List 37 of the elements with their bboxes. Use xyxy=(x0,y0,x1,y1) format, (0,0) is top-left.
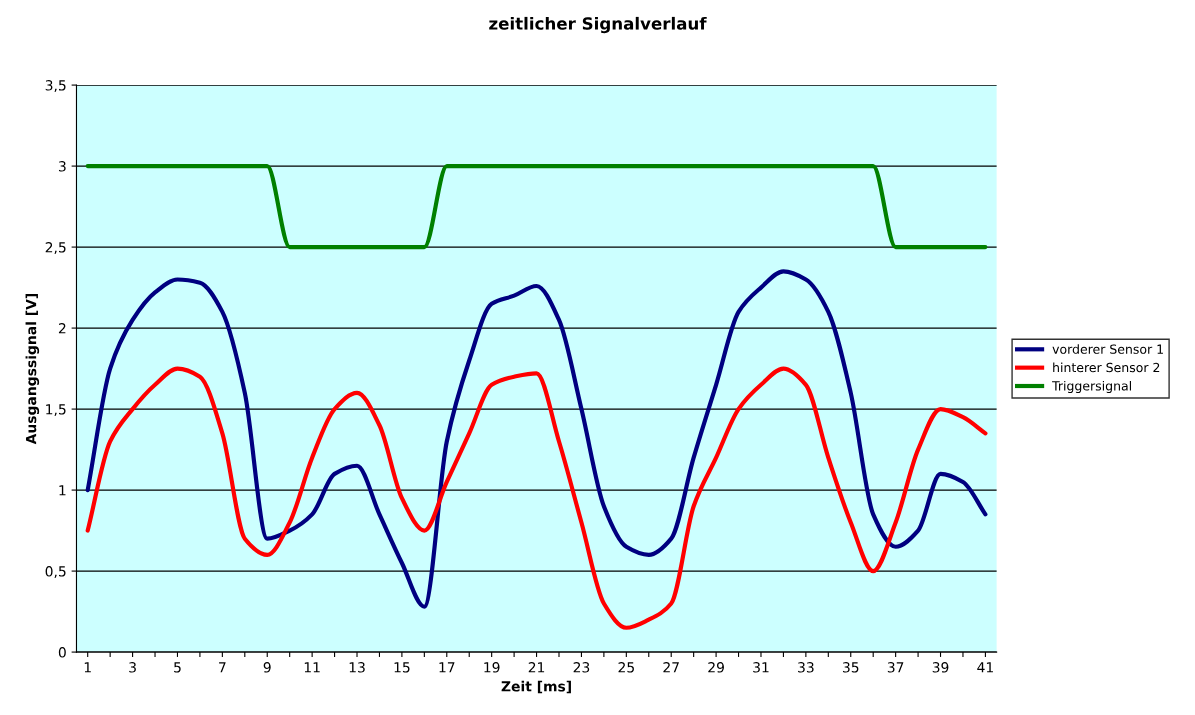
x-tick-label: 31 xyxy=(753,662,769,673)
y-axis-title: Ausgangssignal [V] xyxy=(25,293,40,445)
y-tick-label: 1,5 xyxy=(46,404,66,416)
x-tick-label: 21 xyxy=(528,662,545,673)
legend-label: vorderer Sensor 1 xyxy=(1052,344,1163,354)
x-tick-label: 7 xyxy=(219,662,226,673)
x-tick-label: 3 xyxy=(129,662,136,673)
x-tick-label: 23 xyxy=(573,662,590,673)
y-tick-label: 1 xyxy=(59,485,66,496)
x-tick-label: 19 xyxy=(484,662,500,673)
x-tick-label: 41 xyxy=(977,662,993,673)
x-tick-label: 1 xyxy=(84,662,91,673)
line-series xyxy=(85,269,988,609)
x-tick-label: 13 xyxy=(349,662,365,673)
x-tick-label: 27 xyxy=(663,662,679,673)
x-tick-label: 5 xyxy=(174,662,181,673)
y-tick-label: 2,5 xyxy=(45,242,66,254)
x-tick-label: 9 xyxy=(263,662,271,673)
x-axis-title: Zeit [ms] xyxy=(501,680,571,694)
x-tick-label: 15 xyxy=(394,662,410,673)
y-tick-label: 0,5 xyxy=(45,566,66,578)
x-tick-label: 29 xyxy=(708,662,724,673)
x-tick-label: 33 xyxy=(798,662,814,673)
y-tick-label: 0 xyxy=(58,647,66,658)
x-tick-label: 11 xyxy=(304,662,320,673)
x-tick-label: 25 xyxy=(618,662,634,673)
legend-label: Triggersignal xyxy=(1052,380,1131,393)
y-tick-label: 3,5 xyxy=(45,80,66,92)
legend-label: hinterer Sensor 2 xyxy=(1053,362,1160,373)
y-tick-label: 2 xyxy=(58,323,66,334)
line-series xyxy=(85,366,988,630)
x-tick-label: 37 xyxy=(887,662,904,673)
chart-title: zeitlicher Signalverlauf xyxy=(489,16,707,34)
x-tick-label: 39 xyxy=(932,662,949,673)
y-tick-label: 3 xyxy=(58,161,66,172)
x-tick-label: 17 xyxy=(439,662,455,673)
x-tick-label: 35 xyxy=(842,662,859,673)
